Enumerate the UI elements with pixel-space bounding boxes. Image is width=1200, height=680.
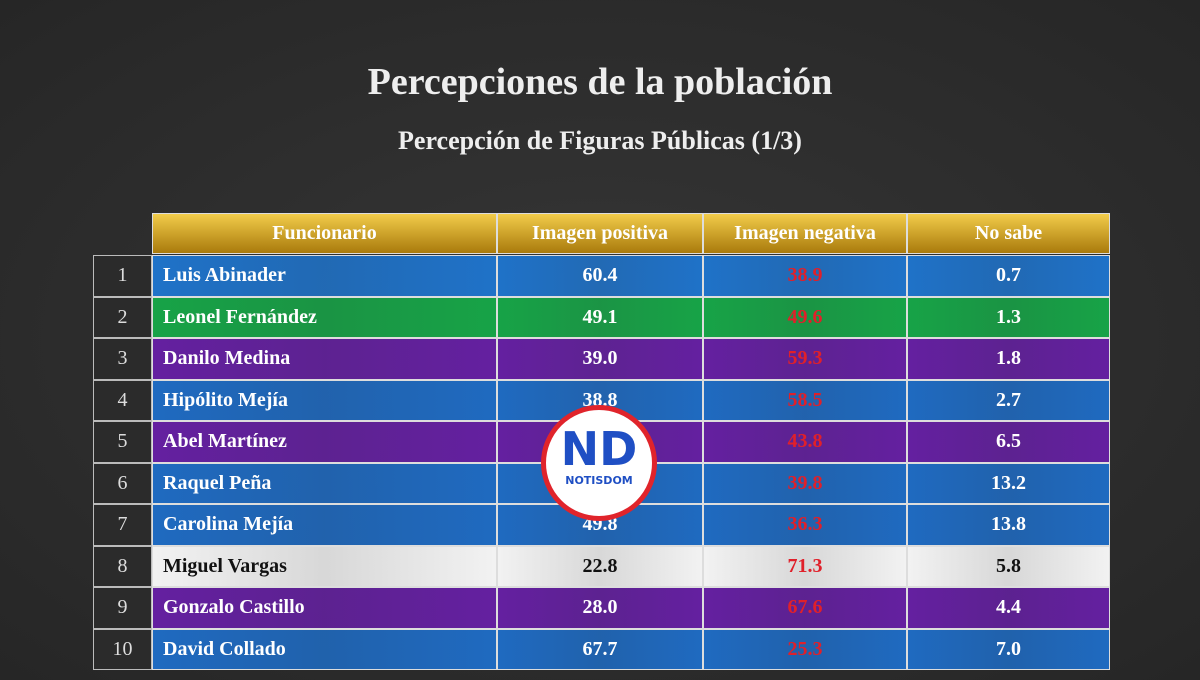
value-cell: 36.3 <box>703 504 907 546</box>
row-number: 1 <box>93 255 152 297</box>
value-cell: 43.8 <box>703 421 907 463</box>
row-number: 8 <box>93 545 152 587</box>
value-cell: 25.3 <box>703 628 907 670</box>
name-cell: Abel Martínez <box>152 421 497 463</box>
value-cell: 38.9 <box>703 255 907 297</box>
name-cell: Luis Abinader <box>152 255 497 297</box>
value-cell: 49.1 <box>497 296 703 338</box>
value-cell: 6.5 <box>907 421 1110 463</box>
row-number: 2 <box>93 296 152 338</box>
value-cell: 60.4 <box>497 255 703 297</box>
value-cell: 1.8 <box>907 338 1110 380</box>
value-cell: 49.6 <box>703 296 907 338</box>
name-cell: Miguel Vargas <box>152 545 497 587</box>
logo: ND NOTISDOM <box>541 405 657 521</box>
column-header: Funcionario <box>152 213 497 254</box>
value-cell: 39.0 <box>497 338 703 380</box>
row-number: 10 <box>93 628 152 670</box>
logo-mark: ND <box>560 422 638 476</box>
title: Percepciones de la población <box>367 61 833 103</box>
value-cell: 67.7 <box>497 628 703 670</box>
row-number: 7 <box>93 504 152 546</box>
name-cell: Leonel Fernández <box>152 296 497 338</box>
name-cell: Raquel Peña <box>152 462 497 504</box>
value-cell: 71.3 <box>703 545 907 587</box>
value-cell: 4.4 <box>907 587 1110 629</box>
name-cell: Hipólito Mejía <box>152 379 497 421</box>
name-cell: Gonzalo Castillo <box>152 587 497 629</box>
value-cell: 13.8 <box>907 504 1110 546</box>
name-cell: Carolina Mejía <box>152 504 497 546</box>
value-cell: 13.2 <box>907 462 1110 504</box>
row-number: 3 <box>93 338 152 380</box>
row-number: 6 <box>93 462 152 504</box>
value-cell: 28.0 <box>497 587 703 629</box>
column-header: No sabe <box>907 213 1110 254</box>
row-number: 9 <box>93 587 152 629</box>
value-cell: 39.8 <box>703 462 907 504</box>
value-cell: 5.8 <box>907 545 1110 587</box>
column-header: Imagen negativa <box>703 213 907 254</box>
value-cell: 59.3 <box>703 338 907 380</box>
value-cell: 2.7 <box>907 379 1110 421</box>
value-cell: 7.0 <box>907 628 1110 670</box>
value-cell: 58.5 <box>703 379 907 421</box>
row-number: 5 <box>93 421 152 463</box>
subtitle: Percepción de Figuras Públicas (1/3) <box>398 126 802 155</box>
value-cell: 67.6 <box>703 587 907 629</box>
name-cell: Danilo Medina <box>152 338 497 380</box>
value-cell: 1.3 <box>907 296 1110 338</box>
logo-name: NOTISDOM <box>565 474 633 487</box>
column-header: Imagen positiva <box>497 213 703 254</box>
row-number: 4 <box>93 379 152 421</box>
name-cell: David Collado <box>152 628 497 670</box>
value-cell: 22.8 <box>497 545 703 587</box>
value-cell: 0.7 <box>907 255 1110 297</box>
